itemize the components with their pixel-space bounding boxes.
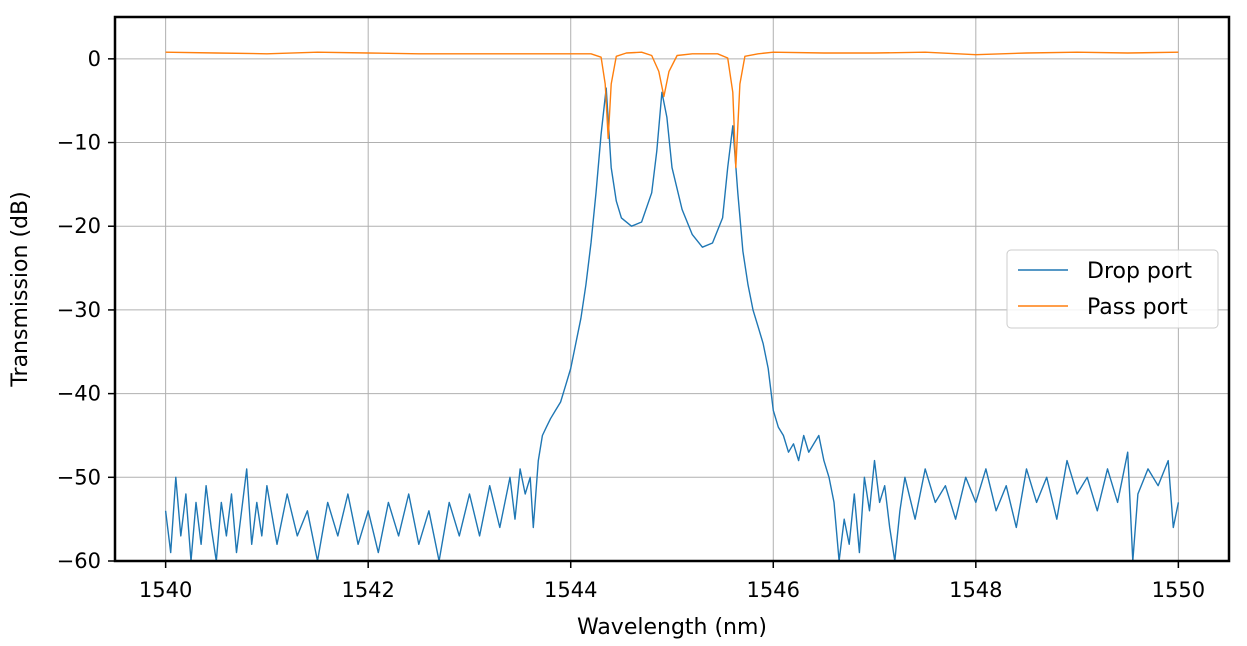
x-tick-label: 1546 [747, 578, 800, 602]
y-tick-label: −40 [57, 382, 101, 406]
legend: Drop port Pass port [1006, 249, 1219, 329]
y-tick-label: −20 [57, 214, 101, 238]
series-layer [164, 51, 1180, 561]
x-axis-label: Wavelength (nm) [577, 615, 767, 640]
plot-frame [113, 15, 1231, 563]
y-tick-label: −10 [57, 131, 101, 155]
series-line-pass-port [165, 51, 1179, 169]
legend-label-drop-port: Drop port [1087, 259, 1192, 284]
series-line-drop-port [164, 87, 1180, 561]
legend-label-pass-port: Pass port [1087, 295, 1188, 320]
y-tick-label: −50 [57, 465, 101, 489]
x-tick-label: 1542 [341, 578, 394, 602]
y-tick-label: −30 [57, 298, 101, 322]
y-axis-label: Transmission (dB) [8, 191, 33, 387]
x-tick-label: 1550 [1152, 578, 1205, 602]
y-tick-label: 0 [88, 47, 101, 71]
axis-ticks: 1540 1542 1544 1546 1548 1550 0 −10 −20 −30 −40 −50… [57, 47, 1205, 602]
x-tick-label: 1548 [949, 578, 1002, 602]
x-tick-label: 1544 [544, 578, 597, 602]
y-tick-label: −60 [57, 549, 101, 573]
x-tick-label: 1540 [139, 578, 192, 602]
